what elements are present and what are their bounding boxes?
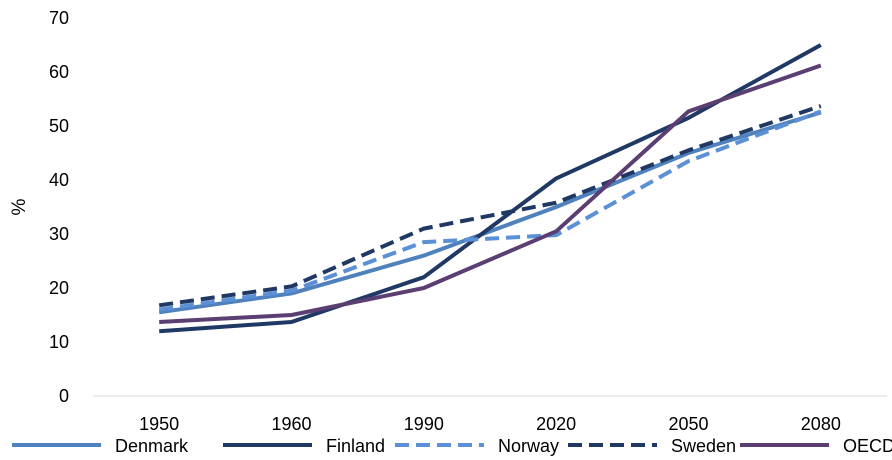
legend-label-norway: Norway — [498, 436, 559, 456]
y-tick-label: 50 — [49, 116, 69, 136]
series-line-norway — [158, 109, 822, 312]
series-line-sweden — [158, 104, 822, 308]
x-tick-label: 2050 — [668, 414, 708, 434]
legend-label-denmark: Denmark — [115, 436, 189, 456]
y-axis-label: % — [9, 198, 30, 215]
legend-label-finland: Finland — [326, 436, 385, 456]
x-tick-label: 1960 — [271, 414, 311, 434]
y-tick-label: 20 — [49, 278, 69, 298]
y-tick-label: 60 — [49, 62, 69, 82]
series-line-oecd — [159, 63, 822, 324]
x-tick-label: 2080 — [801, 414, 841, 434]
y-tick-label: 40 — [49, 170, 69, 190]
x-tick-label: 2020 — [536, 414, 576, 434]
y-tick-label: 30 — [49, 224, 69, 244]
y-tick-label: 0 — [59, 386, 69, 406]
x-tick-label: 1990 — [404, 414, 444, 434]
y-tick-label: 10 — [49, 332, 69, 352]
legend-label-sweden: Sweden — [671, 436, 736, 456]
series-line-finland — [159, 43, 822, 334]
legend-label-oecd: OECD — [843, 436, 892, 456]
series-line-denmark — [158, 110, 822, 315]
x-tick-label: 1950 — [139, 414, 179, 434]
y-tick-label: 70 — [49, 8, 69, 28]
